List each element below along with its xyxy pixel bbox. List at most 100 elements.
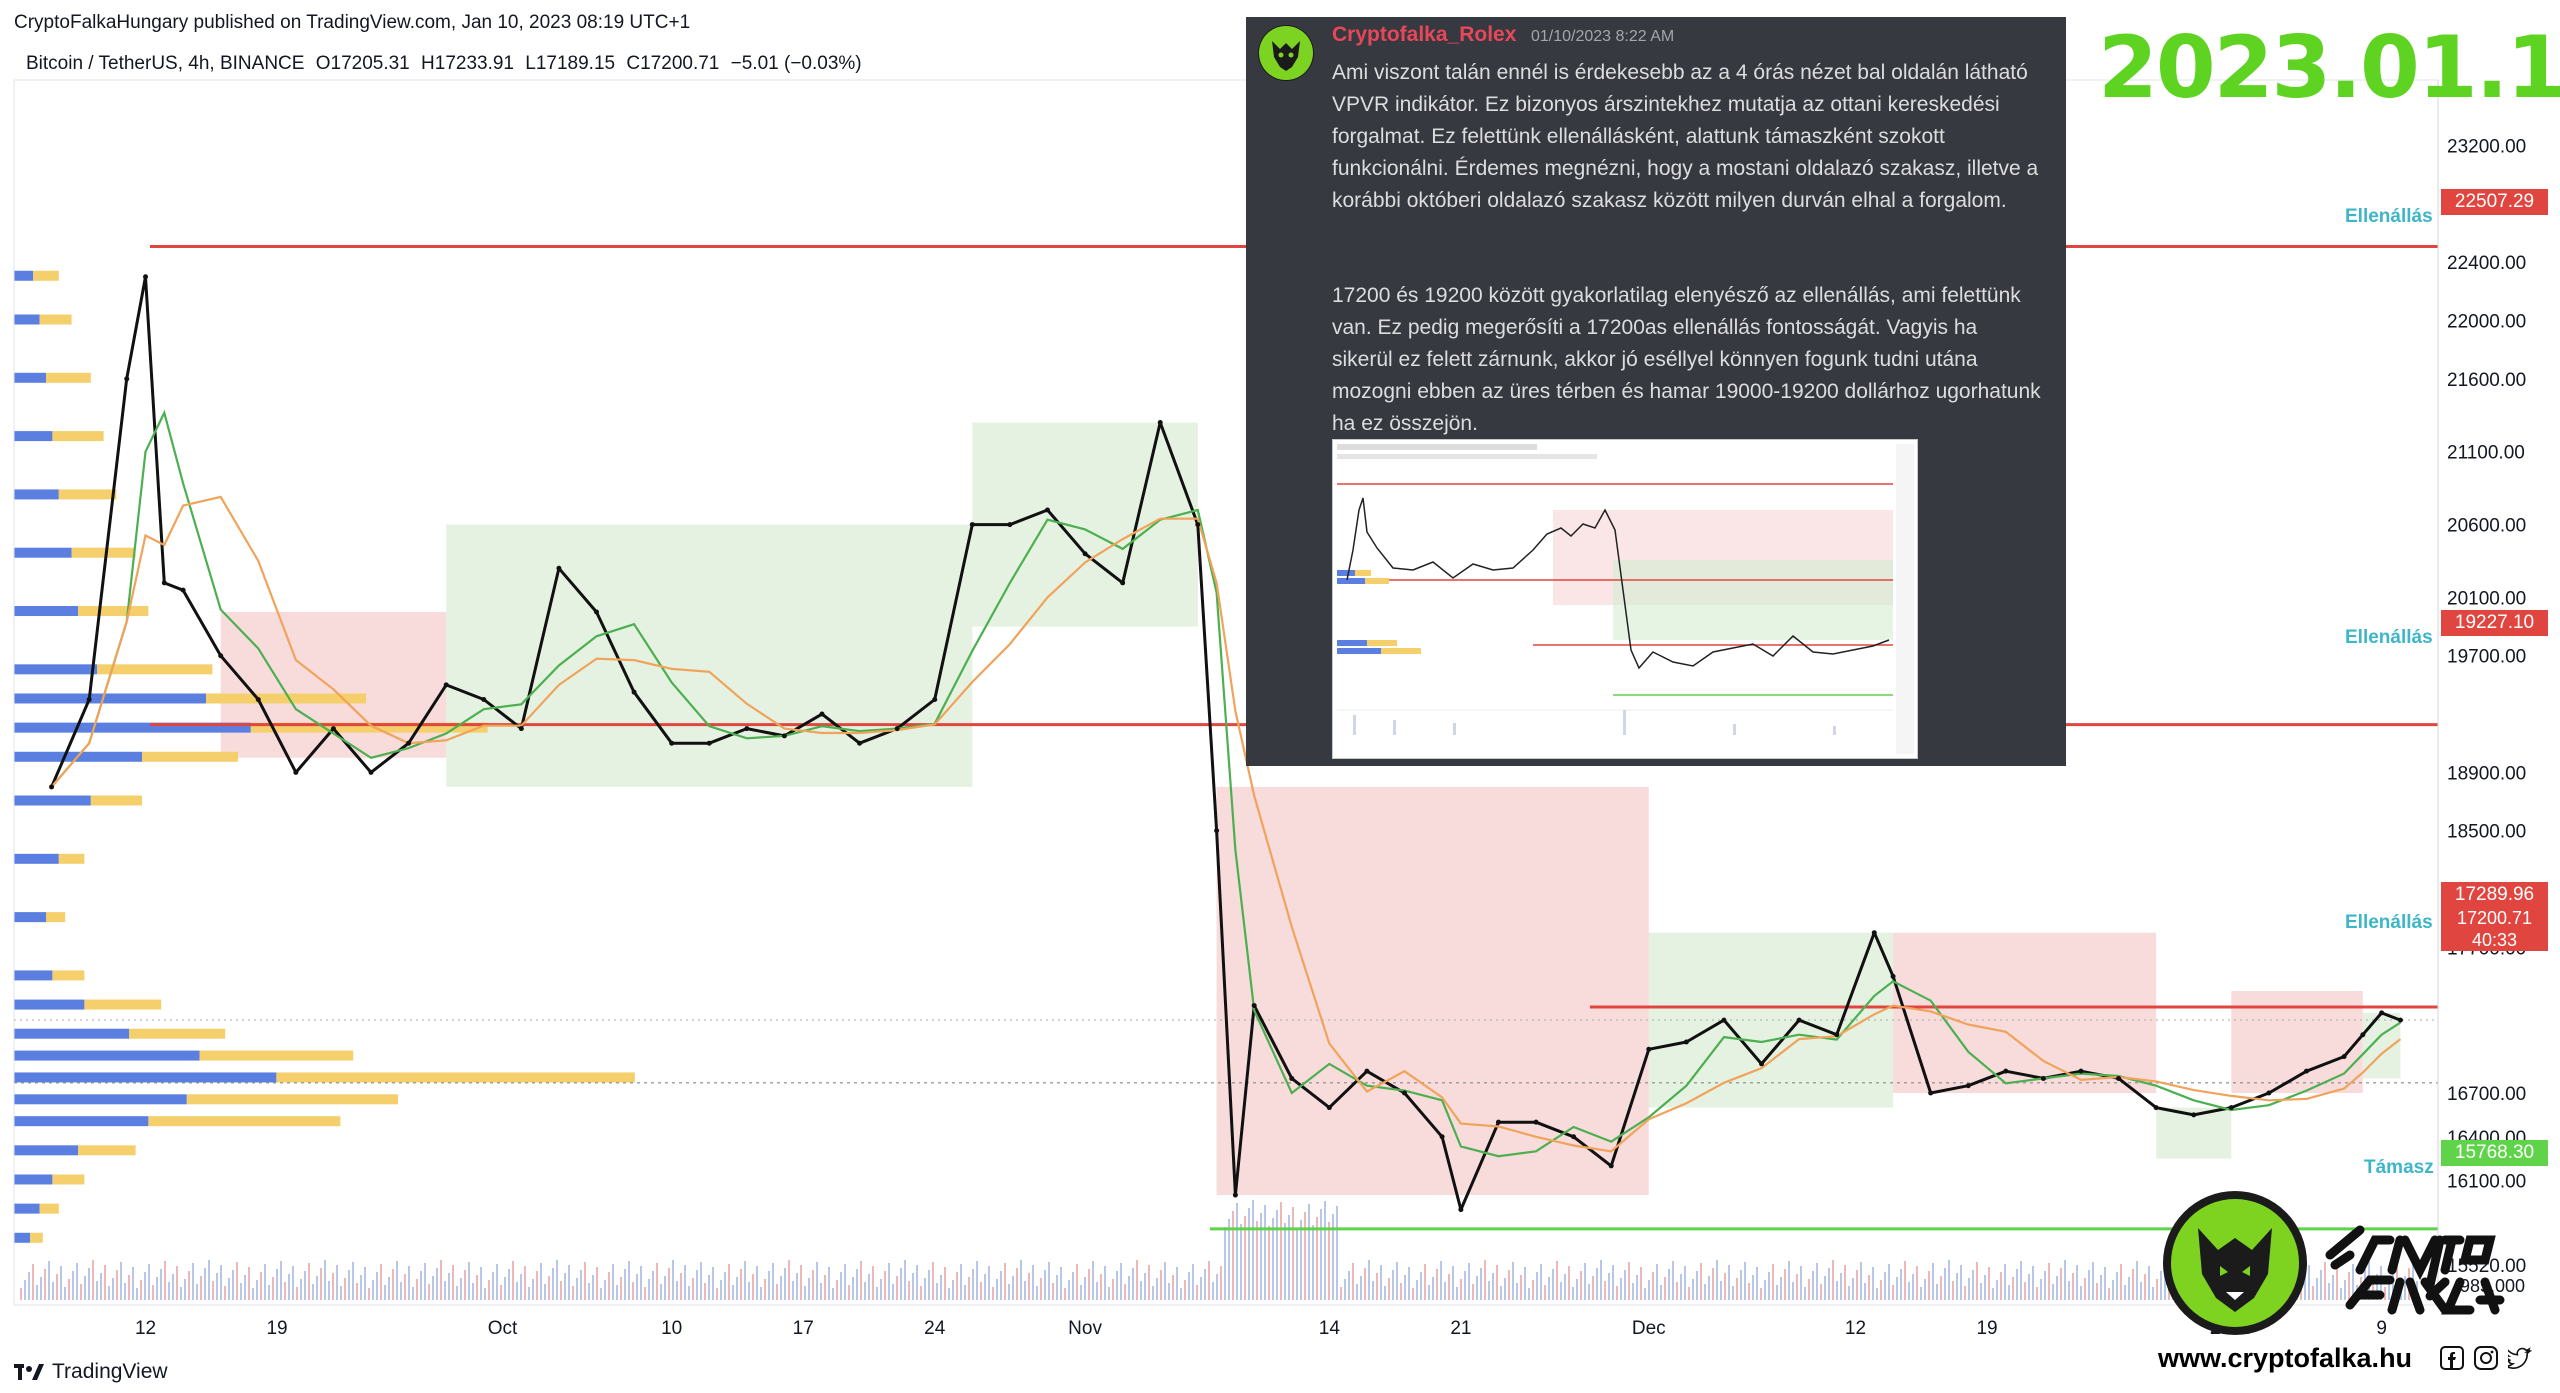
volume-bar xyxy=(1048,1262,1050,1300)
volume-bar xyxy=(192,1263,194,1300)
volume-bar xyxy=(848,1285,850,1300)
volume-bar xyxy=(1304,1212,1306,1300)
y-tick-label: 21600.00 xyxy=(2447,370,2526,391)
volume-bar xyxy=(2316,1278,2318,1300)
volume-bar xyxy=(768,1271,770,1300)
volume-bar xyxy=(1640,1267,1642,1300)
volume-bar xyxy=(1532,1280,1534,1300)
volume-bar xyxy=(1160,1270,1162,1300)
volume-bar xyxy=(2148,1266,2150,1300)
price-series xyxy=(49,274,2403,1213)
price-tag-15768: 15768.30 xyxy=(2441,1140,2548,1166)
volume-bar xyxy=(1420,1272,1422,1300)
volume-bar xyxy=(1572,1287,1574,1300)
volume-bar xyxy=(1448,1274,1450,1300)
volume-bar xyxy=(2328,1283,2330,1300)
volume-bar xyxy=(448,1273,450,1300)
date-stamp: 2023.01.10. xyxy=(2098,18,2560,118)
volume-bar xyxy=(800,1265,802,1300)
message-paragraph-2: 17200 és 19200 között gyakorlatilag elen… xyxy=(1332,284,2041,435)
volume-bar xyxy=(2160,1271,2162,1300)
price-point xyxy=(330,726,336,732)
price-point xyxy=(1683,1039,1689,1045)
volume-axis-label: 985.000 xyxy=(2460,1276,2526,1296)
vp-bar-up xyxy=(14,1050,200,1061)
volume-bar xyxy=(2336,1267,2338,1300)
volume-bar xyxy=(608,1272,610,1300)
vp-bar-up xyxy=(14,372,46,383)
volume-bar xyxy=(1900,1269,1902,1300)
volume-bar xyxy=(1756,1267,1758,1300)
volume-bar xyxy=(256,1280,258,1300)
volume-bar xyxy=(1240,1224,1242,1300)
vp-bar-down xyxy=(33,270,59,281)
volume-bar xyxy=(792,1281,794,1300)
volume-bar xyxy=(2376,1274,2378,1300)
volume-bar xyxy=(1804,1287,1806,1300)
volume-bar xyxy=(1172,1275,1174,1300)
attached-chart-thumbnail[interactable] xyxy=(1332,439,1918,759)
volume-bar xyxy=(1908,1282,1910,1300)
volume-bar xyxy=(92,1260,94,1300)
volume-bar xyxy=(2304,1273,2306,1300)
volume-bar xyxy=(1208,1261,1210,1300)
volume-bar xyxy=(992,1287,994,1300)
tradingview-logo[interactable]: TradingView xyxy=(14,1360,168,1384)
volume-bar xyxy=(248,1267,250,1300)
vp-bar-up xyxy=(14,795,91,806)
volume-bar xyxy=(2320,1270,2322,1300)
volume-bar xyxy=(1524,1267,1526,1300)
facebook-icon[interactable] xyxy=(2440,1346,2464,1370)
website-url[interactable]: www.cryptofalka.hu xyxy=(2158,1343,2413,1373)
symbol-label[interactable]: Bitcoin / TetherUS, 4h, BINANCE xyxy=(26,53,305,74)
volume-bar xyxy=(1664,1277,1666,1300)
volume-bar xyxy=(636,1274,638,1300)
author-name[interactable]: Cryptofalka_Rolex xyxy=(1332,23,1517,46)
price-point xyxy=(2266,1090,2272,1096)
volume-bar xyxy=(72,1271,74,1300)
volume-bar xyxy=(728,1264,730,1300)
vp-bar-up xyxy=(14,547,72,558)
volume-bar xyxy=(508,1269,510,1300)
volume-bar xyxy=(1184,1280,1186,1300)
volume-bar xyxy=(600,1288,602,1300)
volume-bar xyxy=(816,1262,818,1300)
volume-bar xyxy=(2060,1268,2062,1300)
volume-bar xyxy=(796,1273,798,1300)
volume-bar xyxy=(1176,1267,1178,1300)
message-timestamp: 01/10/2023 8:22 AM xyxy=(1531,28,1675,45)
volume-bar xyxy=(872,1266,874,1300)
volume-bar xyxy=(880,1279,882,1300)
volume-bar xyxy=(836,1280,838,1300)
volume-bar xyxy=(1944,1268,1946,1300)
volume-bar xyxy=(1836,1281,1838,1300)
price-point xyxy=(2191,1112,2197,1118)
volume-bar xyxy=(1408,1267,1410,1300)
volume-bar xyxy=(1828,1268,1830,1300)
volume-bar xyxy=(572,1286,574,1300)
instagram-icon[interactable] xyxy=(2474,1346,2498,1370)
price-point xyxy=(481,696,487,702)
volume-bar xyxy=(1648,1280,1650,1300)
volume-bar xyxy=(1180,1288,1182,1300)
volume-bar xyxy=(1428,1285,1430,1300)
volume-bar xyxy=(884,1271,886,1300)
volume-bar xyxy=(144,1272,146,1300)
vp-bar-up xyxy=(14,489,59,500)
volume-bar xyxy=(1124,1284,1126,1300)
y-tick-label: 18500.00 xyxy=(2447,822,2526,843)
vp-bar-up xyxy=(14,270,34,281)
volume-bar xyxy=(1040,1278,1042,1300)
volume-bar xyxy=(1224,1227,1226,1300)
volume-bar xyxy=(1032,1265,1034,1300)
vp-bar-down xyxy=(46,372,91,383)
volume-bar xyxy=(616,1285,618,1300)
volume-bar xyxy=(840,1272,842,1300)
author-avatar[interactable] xyxy=(1258,25,1314,81)
volume-bar xyxy=(1312,1225,1314,1300)
volume-bar xyxy=(1064,1288,1066,1300)
price-point xyxy=(124,376,130,382)
twitter-icon[interactable] xyxy=(2508,1346,2532,1370)
volume-bar xyxy=(52,1282,54,1300)
